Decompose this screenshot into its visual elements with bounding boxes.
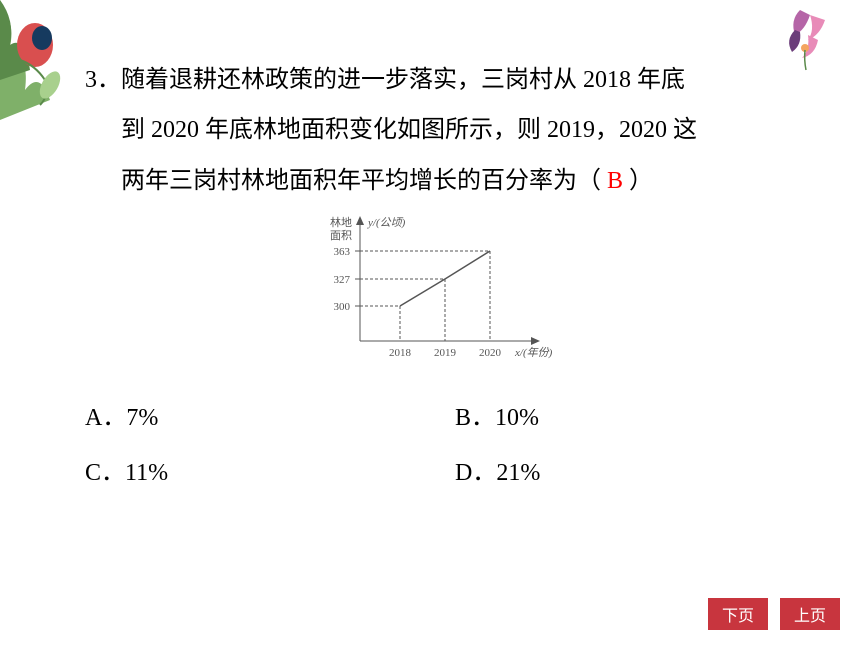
answer-options: A．7% B．10% C．11% D．21%	[85, 391, 775, 501]
answer-letter: B	[607, 168, 623, 194]
question-line2: 到 2020 年底林地面积变化如图所示，则 2019，2020 这	[121, 105, 697, 155]
line-chart: 林地 面积 y/(公顷) 300 327 363 2018 2019 2020 …	[300, 211, 560, 371]
option-a: A．7%	[85, 391, 455, 446]
next-page-button[interactable]: 下页	[708, 598, 768, 630]
decoration-top-left	[0, 0, 80, 120]
prev-page-button[interactable]: 上页	[780, 598, 840, 630]
x-tick-2020: 2020	[479, 347, 502, 359]
chart-container: 林地 面积 y/(公顷) 300 327 363 2018 2019 2020 …	[85, 211, 775, 376]
navigation-buttons: 下页 上页	[708, 598, 840, 630]
question-content: 3．随着退耕还林政策的进一步落实，三岗村从 2018 年底 到 2020 年底林…	[85, 55, 775, 502]
x-axis-arrow	[531, 337, 540, 345]
option-d: D．21%	[455, 446, 775, 501]
x-tick-2019: 2019	[434, 347, 457, 359]
y-tick-327: 327	[334, 274, 351, 286]
y-axis-unit: y/(公顷)	[367, 216, 406, 229]
option-b: B．10%	[455, 391, 775, 446]
question-number: 3．	[85, 67, 121, 93]
y-tick-300: 300	[334, 301, 351, 313]
option-c: C．11%	[85, 446, 455, 501]
question-line3-end: ）	[629, 168, 653, 194]
question-line3: 两年三岗村林地面积年平均增长的百分率为（	[121, 168, 601, 194]
question-line1: 随着退耕还林政策的进一步落实，三岗村从 2018 年底	[121, 67, 685, 93]
x-axis-unit: x/(年份)	[514, 346, 553, 359]
x-tick-2018: 2018	[389, 347, 412, 359]
y-axis-arrow	[356, 216, 364, 225]
y-tick-363: 363	[334, 246, 351, 258]
y-axis-label2: 面积	[330, 229, 352, 242]
y-axis-label1: 林地	[330, 215, 352, 229]
question-text: 3．随着退耕还林政策的进一步落实，三岗村从 2018 年底 到 2020 年底林…	[85, 55, 775, 206]
data-line	[400, 251, 490, 306]
